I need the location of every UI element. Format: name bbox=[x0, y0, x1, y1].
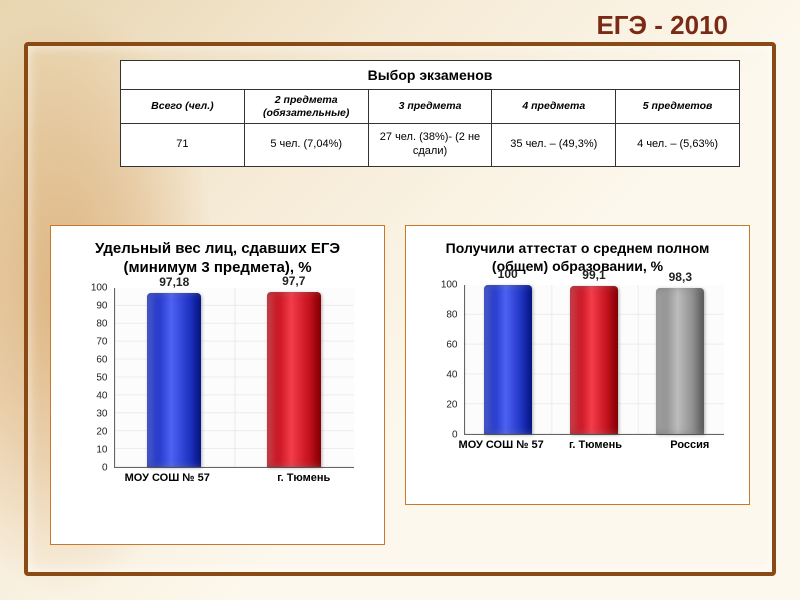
chart1-y-axis: 0102030405060708090100 bbox=[78, 288, 112, 468]
y-tick: 90 bbox=[78, 300, 108, 311]
y-tick: 30 bbox=[78, 408, 108, 419]
table-cell: 35 чел. – (49,3%) bbox=[492, 124, 616, 167]
bar-slot: 97,18 bbox=[115, 288, 235, 467]
bar bbox=[147, 293, 201, 467]
y-tick: 60 bbox=[428, 340, 458, 351]
chart-panel-attestat: Получили аттестат о среднем полном (обще… bbox=[405, 225, 750, 505]
page-title: ЕГЭ - 2010 bbox=[0, 10, 768, 41]
page-title-text: ЕГЭ - 2010 bbox=[596, 10, 728, 40]
table-header: 3 предмета bbox=[368, 90, 492, 124]
table-title: Выбор экзаменов bbox=[121, 61, 740, 90]
y-tick: 80 bbox=[78, 318, 108, 329]
bar-slot: 97,7 bbox=[234, 288, 354, 467]
x-label: Россия bbox=[643, 439, 737, 452]
bar bbox=[484, 285, 532, 434]
bar-slot: 99,1 bbox=[551, 285, 637, 434]
chart1-plot-area: 97,1897,7 bbox=[114, 288, 354, 468]
x-label: МОУ СОШ № 57 bbox=[454, 439, 548, 452]
chart2-y-axis: 020406080100 bbox=[428, 285, 462, 435]
bar bbox=[267, 292, 321, 467]
y-tick: 100 bbox=[428, 280, 458, 291]
y-tick: 60 bbox=[78, 354, 108, 365]
table-header: 2 предмета (обязательные) bbox=[244, 90, 368, 124]
y-tick: 0 bbox=[78, 462, 108, 473]
y-tick: 40 bbox=[78, 390, 108, 401]
bar-value-label: 97,7 bbox=[282, 274, 305, 288]
bar bbox=[656, 288, 704, 434]
slide: ЕГЭ - 2010 Выбор экзаменов Всего (чел.) … bbox=[0, 0, 800, 600]
table-header: Всего (чел.) bbox=[121, 90, 245, 124]
y-tick: 0 bbox=[428, 430, 458, 441]
y-tick: 70 bbox=[78, 336, 108, 347]
chart2-x-labels: МОУ СОШ № 57г. ТюменьРоссия bbox=[454, 439, 737, 452]
bar-value-label: 99,1 bbox=[582, 268, 605, 282]
y-tick: 100 bbox=[78, 282, 108, 293]
bar-value-label: 97,18 bbox=[159, 275, 189, 289]
bar-slot: 100 bbox=[465, 285, 551, 434]
table-cell: 4 чел. – (5,63%) bbox=[616, 124, 740, 167]
exam-table: Выбор экзаменов Всего (чел.) 2 предмета … bbox=[120, 60, 740, 167]
chart2-plot: 020406080100 10099,198,3 bbox=[428, 285, 728, 435]
chart1-bars: 97,1897,7 bbox=[115, 288, 354, 467]
y-tick: 50 bbox=[78, 372, 108, 383]
chart1-plot: 0102030405060708090100 97,1897,7 bbox=[78, 288, 358, 468]
chart2-bars: 10099,198,3 bbox=[465, 285, 724, 434]
x-label: г. Тюмень bbox=[236, 472, 373, 485]
y-tick: 20 bbox=[78, 426, 108, 437]
chart1-x-labels: МОУ СОШ № 57г. Тюмень bbox=[99, 472, 372, 485]
table-header-row: Всего (чел.) 2 предмета (обязательные) 3… bbox=[121, 90, 740, 124]
bar-value-label: 98,3 bbox=[669, 270, 692, 284]
table-data-row: 71 5 чел. (7,04%) 27 чел. (38%)- (2 не с… bbox=[121, 124, 740, 167]
bar-slot: 98,3 bbox=[637, 285, 723, 434]
y-tick: 40 bbox=[428, 370, 458, 381]
table-cell: 71 bbox=[121, 124, 245, 167]
table-cell: 5 чел. (7,04%) bbox=[244, 124, 368, 167]
x-label: МОУ СОШ № 57 bbox=[99, 472, 236, 485]
table-header: 4 предмета bbox=[492, 90, 616, 124]
chart-panel-ege-share: Удельный вес лиц, сдавших ЕГЭ (минимум 3… bbox=[50, 225, 385, 545]
y-tick: 20 bbox=[428, 400, 458, 411]
bar bbox=[570, 286, 618, 434]
table-header: 5 предметов bbox=[616, 90, 740, 124]
y-tick: 80 bbox=[428, 310, 458, 321]
y-tick: 10 bbox=[78, 444, 108, 455]
chart2-plot-area: 10099,198,3 bbox=[464, 285, 724, 435]
bar-value-label: 100 bbox=[498, 267, 518, 281]
exam-table-panel: Выбор экзаменов Всего (чел.) 2 предмета … bbox=[120, 60, 740, 167]
x-label: г. Тюмень bbox=[548, 439, 642, 452]
table-cell: 27 чел. (38%)- (2 не сдали) bbox=[368, 124, 492, 167]
chart1-title: Удельный вес лиц, сдавших ЕГЭ (минимум 3… bbox=[63, 240, 372, 278]
